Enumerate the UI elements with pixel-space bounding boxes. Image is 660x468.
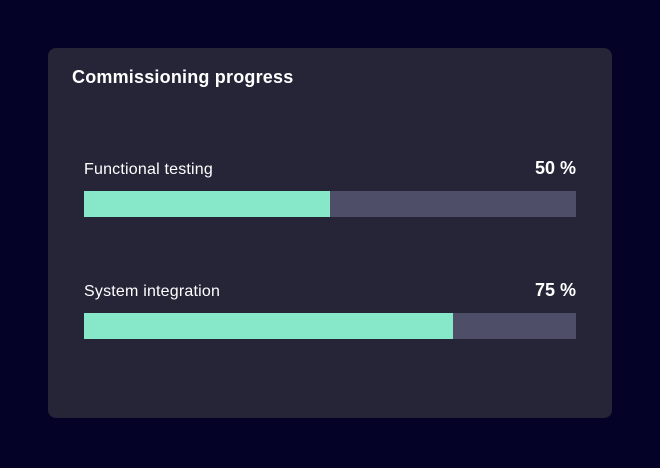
progress-list: Functional testing 50 % System integrati… [84, 156, 576, 339]
progress-head: Functional testing 50 % [84, 156, 576, 182]
card-title: Commissioning progress [72, 67, 294, 87]
progress-track [84, 313, 576, 339]
progress-label: Functional testing [84, 161, 214, 178]
progress-item-functional-testing: Functional testing 50 % [84, 156, 576, 217]
progress-label: System integration [84, 283, 221, 300]
progress-fill [84, 191, 330, 217]
progress-fill [84, 313, 453, 339]
progress-value: 75 % [534, 280, 576, 300]
commissioning-progress-card: Commissioning progress Functional testin… [48, 48, 612, 418]
progress-head: System integration 75 % [84, 278, 576, 304]
progress-value: 50 % [534, 158, 576, 178]
progress-track [84, 191, 576, 217]
progress-item-system-integration: System integration 75 % [84, 278, 576, 339]
